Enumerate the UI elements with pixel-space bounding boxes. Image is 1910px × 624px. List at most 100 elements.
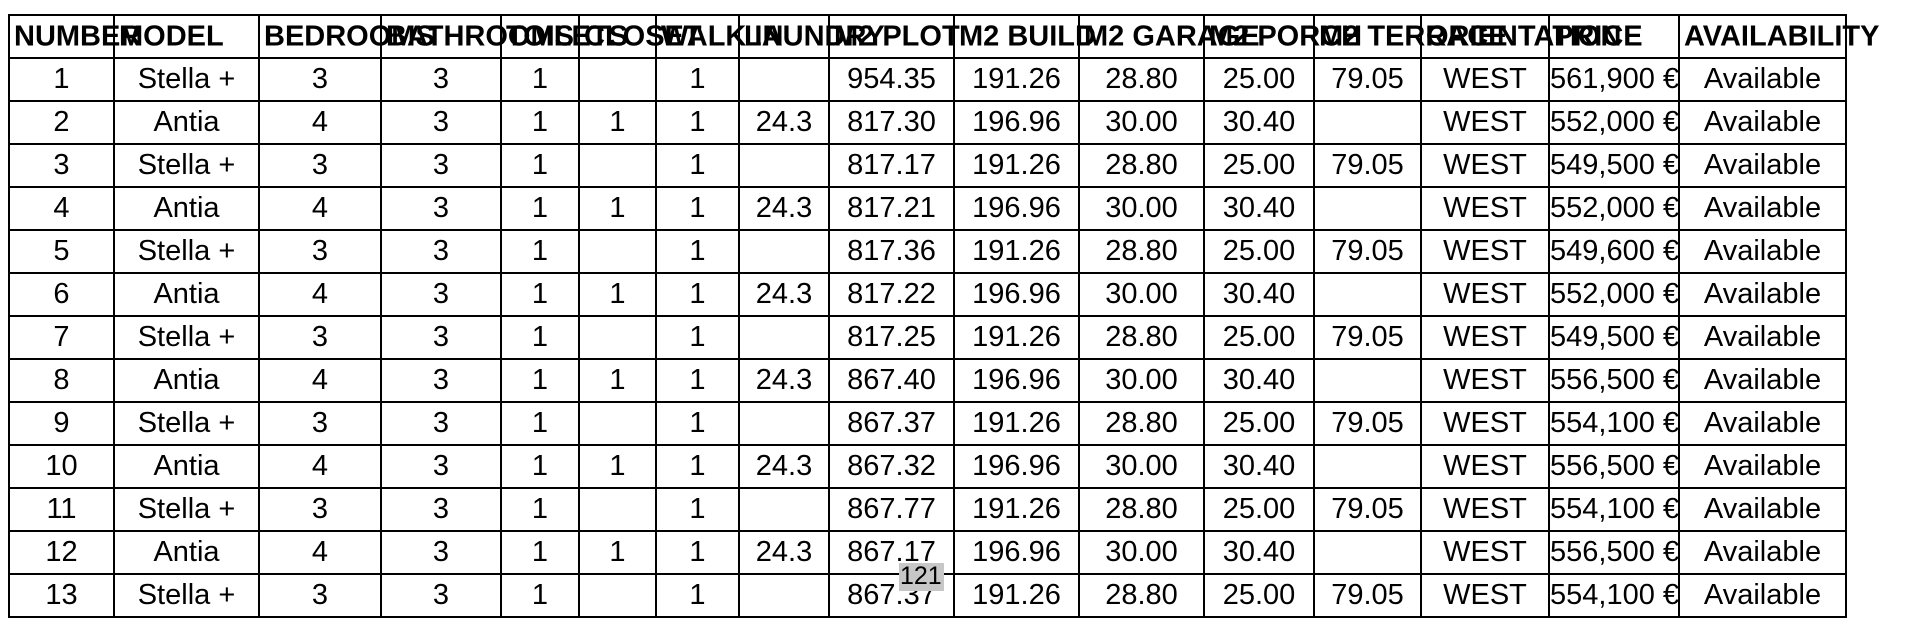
cell-m2-build[interactable]: 196.96 [953,444,1080,489]
cell-number[interactable]: 3 [8,143,115,188]
cell-price[interactable]: 554,100 € [1548,573,1680,618]
cell-price[interactable]: 554,100 € [1548,487,1680,532]
cell-m2-garage[interactable]: 28.80 [1078,573,1205,618]
cell-walk-in[interactable]: 1 [655,57,740,102]
cell-orientation[interactable]: WEST [1420,57,1550,102]
cell-availability[interactable]: Available [1678,401,1847,446]
cell-walk-in[interactable]: 1 [655,487,740,532]
cell-orientation[interactable]: WEST [1420,100,1550,145]
cell-price[interactable]: 549,500 € [1548,315,1680,360]
cell-bathrooms[interactable]: 3 [380,573,502,618]
cell-orientation[interactable]: WEST [1420,186,1550,231]
cell-availability[interactable]: Available [1678,315,1847,360]
cell-number[interactable]: 12 [8,530,115,575]
cell-m2-terrace[interactable]: 79.05 [1313,143,1422,188]
cell-m2-porch[interactable]: 30.40 [1203,100,1315,145]
cell-model[interactable]: Antia [113,100,260,145]
cell-number[interactable]: 10 [8,444,115,489]
cell-closet[interactable] [578,57,657,102]
cell-number[interactable]: 5 [8,229,115,274]
cell-m2-terrace[interactable]: 79.05 [1313,315,1422,360]
cell-bedrooms[interactable]: 4 [258,530,382,575]
cell-availability[interactable]: Available [1678,487,1847,532]
cell-laundry[interactable] [738,229,830,274]
cell-price[interactable]: 552,000 € [1548,100,1680,145]
cell-laundry[interactable] [738,401,830,446]
cell-m2-build[interactable]: 196.96 [953,530,1080,575]
cell-laundry[interactable]: 24.3 [738,530,830,575]
column-header-m2-terrace[interactable]: M2 TERRACE [1313,14,1508,59]
cell-m2-porch[interactable]: 30.40 [1203,358,1315,403]
cell-m2-build[interactable]: 196.96 [953,358,1080,403]
cell-m2-terrace[interactable] [1313,530,1422,575]
cell-bathrooms[interactable]: 3 [380,143,502,188]
cell-bathrooms[interactable]: 3 [380,530,502,575]
cell-price[interactable]: 561,900 € [1548,57,1680,102]
cell-availability[interactable]: Available [1678,100,1847,145]
cell-m2-plot[interactable]: 867.37 [828,573,955,618]
cell-m2-plot[interactable]: 817.17 [828,143,955,188]
cell-model[interactable]: Antia [113,358,260,403]
cell-laundry[interactable] [738,143,830,188]
cell-model[interactable]: Antia [113,186,260,231]
cell-price[interactable]: 554,100 € [1548,401,1680,446]
cell-orientation[interactable]: WEST [1420,530,1550,575]
cell-availability[interactable]: Available [1678,444,1847,489]
cell-m2-plot[interactable]: 867.40 [828,358,955,403]
cell-m2-build[interactable]: 196.96 [953,100,1080,145]
cell-m2-terrace[interactable]: 79.05 [1313,401,1422,446]
column-header-orientation[interactable]: ORIENTATION [1420,14,1621,59]
cell-number[interactable]: 4 [8,186,115,231]
cell-m2-build[interactable]: 191.26 [953,229,1080,274]
cell-m2-porch[interactable]: 25.00 [1203,57,1315,102]
cell-model[interactable]: Stella + [113,57,260,102]
cell-walk-in[interactable]: 1 [655,272,740,317]
cell-m2-terrace[interactable]: 79.05 [1313,57,1422,102]
cell-toilets[interactable]: 1 [500,57,580,102]
cell-closet[interactable] [578,315,657,360]
cell-m2-porch[interactable]: 30.40 [1203,444,1315,489]
cell-orientation[interactable]: WEST [1420,272,1550,317]
cell-m2-garage[interactable]: 30.00 [1078,272,1205,317]
column-header-availability[interactable]: AVAILABILITY [1678,14,1879,59]
column-header-bathrooms[interactable]: BATHROOMS [380,14,574,59]
cell-m2-porch[interactable]: 30.40 [1203,530,1315,575]
cell-m2-porch[interactable]: 25.00 [1203,315,1315,360]
cell-m2-plot[interactable]: 954.35 [828,57,955,102]
column-header-price[interactable]: PRICE [1548,14,1680,59]
cell-laundry[interactable]: 24.3 [738,186,830,231]
cell-bathrooms[interactable]: 3 [380,186,502,231]
cell-m2-build[interactable]: 191.26 [953,487,1080,532]
cell-toilets[interactable]: 1 [500,100,580,145]
cell-orientation[interactable]: WEST [1420,487,1550,532]
cell-m2-porch[interactable]: 30.40 [1203,272,1315,317]
cell-m2-plot[interactable]: 817.25 [828,315,955,360]
column-header-number[interactable]: NUMBER [8,14,141,59]
cell-price[interactable]: 556,500 € [1548,530,1680,575]
cell-orientation[interactable]: WEST [1420,444,1550,489]
column-header-toilets[interactable]: TOILETS [500,14,628,59]
cell-bathrooms[interactable]: 3 [380,229,502,274]
cell-price[interactable]: 552,000 € [1548,272,1680,317]
cell-m2-terrace[interactable] [1313,186,1422,231]
cell-m2-garage[interactable]: 28.80 [1078,57,1205,102]
cell-bedrooms[interactable]: 4 [258,100,382,145]
cell-bedrooms[interactable]: 3 [258,315,382,360]
cell-bedrooms[interactable]: 3 [258,401,382,446]
cell-closet[interactable]: 1 [578,272,657,317]
cell-m2-plot[interactable]: 817.30 [828,100,955,145]
cell-bedrooms[interactable]: 3 [258,143,382,188]
cell-model[interactable]: Stella + [113,401,260,446]
cell-m2-garage[interactable]: 28.80 [1078,229,1205,274]
cell-bathrooms[interactable]: 3 [380,100,502,145]
cell-bathrooms[interactable]: 3 [380,487,502,532]
cell-toilets[interactable]: 1 [500,530,580,575]
cell-m2-plot[interactable]: 867.32 [828,444,955,489]
cell-m2-terrace[interactable]: 79.05 [1313,487,1422,532]
column-header-bedrooms[interactable]: BEDROOMS [258,14,435,59]
cell-m2-plot[interactable]: 817.21 [828,186,955,231]
column-header-laundry[interactable]: LAUNDRY [738,14,885,59]
cell-model[interactable]: Antia [113,272,260,317]
cell-walk-in[interactable]: 1 [655,444,740,489]
cell-toilets[interactable]: 1 [500,272,580,317]
